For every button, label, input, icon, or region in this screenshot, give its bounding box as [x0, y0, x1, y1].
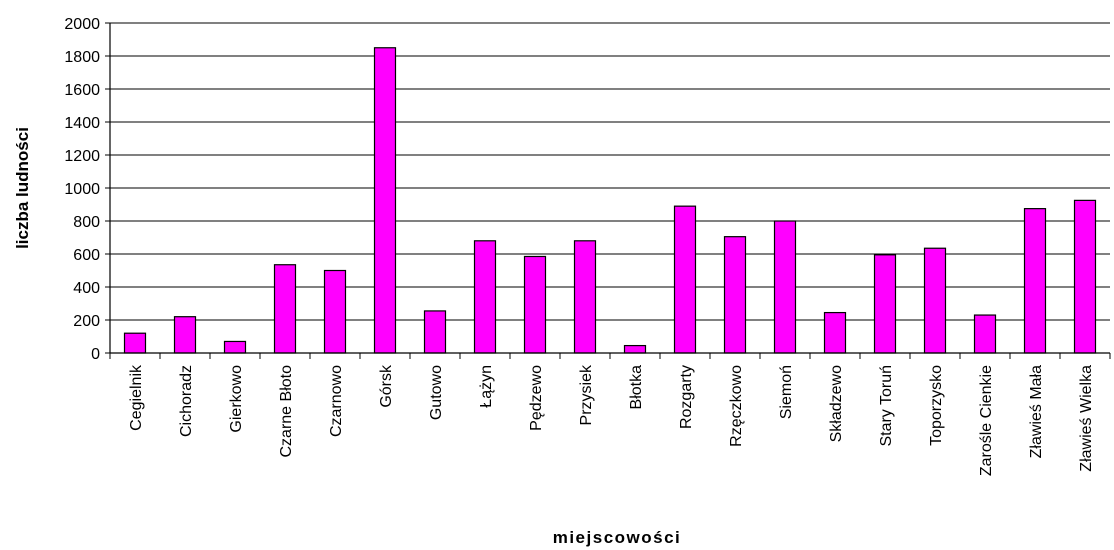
- bar: [1073, 199, 1097, 354]
- x-tick-label: Błotka: [628, 365, 645, 410]
- bar: [673, 205, 697, 354]
- x-tick-label: Rzęczkowo: [728, 365, 745, 447]
- bar: [273, 264, 297, 354]
- gridlines: [110, 22, 1110, 354]
- y-tick-label: 1800: [64, 49, 100, 66]
- bar: [123, 332, 147, 354]
- x-tick-label: Stary Toruń: [878, 365, 895, 447]
- bar: [173, 316, 197, 354]
- y-tick-label: 200: [73, 313, 100, 330]
- x-tick-labels: Cegielnik Cichoradz Gierkowo Czarne Błoto Cz…: [128, 364, 1095, 476]
- x-tick-label: Gierkowo: [228, 365, 245, 433]
- x-tick-label: Czarnowo: [328, 365, 345, 437]
- bars: [123, 47, 1097, 354]
- x-tick-label: Górsk: [378, 364, 395, 408]
- x-tick-label: Toporzysko: [928, 365, 945, 446]
- y-tick-labels: 0 200 400 600 800 1000 1200 1400 1600 1800 2000: [64, 16, 100, 363]
- y-tick-label: 0: [91, 346, 100, 363]
- x-tick-label: Przysiek: [578, 364, 595, 425]
- axes: [105, 22, 1111, 359]
- y-tick-label: 2000: [64, 16, 100, 33]
- y-tick-label: 1000: [64, 181, 100, 198]
- x-tick-label: Składzewo: [828, 365, 845, 442]
- x-tick-label: Gutowo: [428, 365, 445, 420]
- x-tick-label: Cegielnik: [128, 364, 145, 431]
- y-tick-label: 1600: [64, 82, 100, 99]
- bar: [923, 247, 947, 354]
- x-tick-label: Zarośle Cienkie: [978, 365, 995, 476]
- bar: [573, 240, 597, 354]
- bar: [1023, 208, 1047, 354]
- bar: [723, 236, 747, 354]
- bar: [823, 311, 847, 354]
- bar: [523, 255, 547, 354]
- y-tick-label: 400: [73, 280, 100, 297]
- y-tick-label: 1200: [64, 148, 100, 165]
- bar: [373, 47, 397, 354]
- x-tick-label: Zławieś Wielka: [1078, 365, 1095, 472]
- x-tick-label: Łążyn: [478, 365, 495, 408]
- y-axis-title: liczba ludności: [13, 127, 32, 249]
- x-tick-label: Czarne Błoto: [278, 365, 295, 458]
- x-tick-label: Zławieś Mała: [1028, 365, 1045, 458]
- bar: [623, 344, 647, 354]
- bar: [773, 220, 797, 354]
- bar: [223, 340, 247, 354]
- x-tick-label: Siemoń: [778, 365, 795, 419]
- bar: [423, 310, 447, 354]
- bar: [973, 314, 997, 354]
- x-tick-label: Cichoradz: [178, 365, 195, 437]
- x-tick-label: Rozgarty: [678, 365, 695, 429]
- bar: [323, 269, 347, 354]
- y-tick-label: 1400: [64, 115, 100, 132]
- x-tick-label: Pędzewo: [528, 365, 545, 431]
- bar: [473, 240, 497, 354]
- y-tick-label: 600: [73, 247, 100, 264]
- x-axis-title: miejscowości: [553, 528, 682, 547]
- bar: [873, 254, 897, 354]
- y-tick-label: 800: [73, 214, 100, 231]
